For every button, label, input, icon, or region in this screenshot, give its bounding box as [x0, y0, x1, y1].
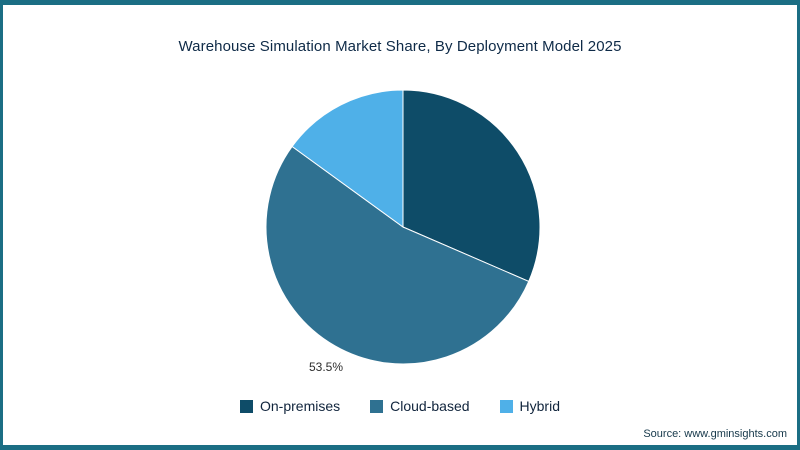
legend-label-on-premises: On-premises — [260, 398, 341, 414]
legend-item-hybrid: Hybrid — [499, 398, 560, 414]
legend-label-cloud-based: Cloud-based — [390, 398, 470, 414]
legend: On-premises Cloud-based Hybrid — [3, 398, 797, 414]
legend-label-hybrid: Hybrid — [519, 398, 560, 414]
legend-item-on-premises: On-premises — [240, 398, 340, 414]
legend-item-cloud-based: Cloud-based — [370, 398, 470, 414]
pie-slice-cloud-based — [265, 145, 530, 365]
legend-swatch-on-premises — [240, 399, 253, 413]
pie-slice-on-premises — [402, 89, 541, 283]
pie-slice-hybrid — [291, 89, 404, 228]
legend-swatch-hybrid — [499, 399, 513, 413]
legend-swatch-cloud-based — [370, 399, 384, 413]
chart-title: Warehouse Simulation Market Share, By De… — [178, 38, 622, 55]
source-attribution: Source: www.gminsights.com — [643, 428, 787, 440]
pie-data-label: 53.5% — [309, 360, 344, 374]
pie-chart — [265, 89, 541, 365]
